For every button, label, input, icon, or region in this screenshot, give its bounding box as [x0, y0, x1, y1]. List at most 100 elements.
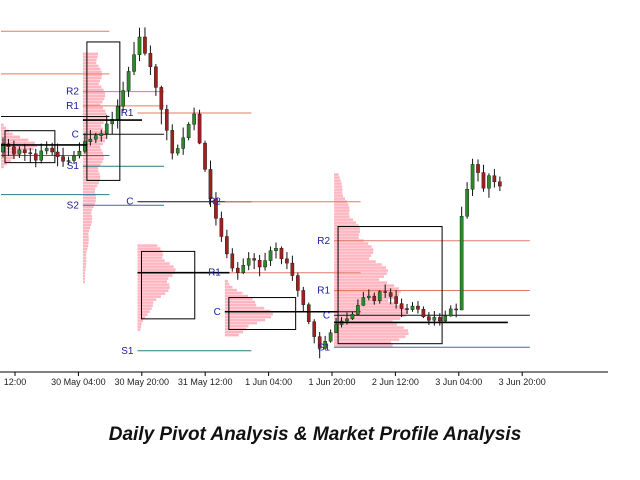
profile-bar: [82, 130, 106, 134]
level-labels-layer: R2R1CS1S2R2R1CS1S2R1CS1R2R1CR2R1CS1: [66, 87, 330, 357]
profile-bar: [82, 55, 98, 59]
profile-bar: [137, 307, 152, 310]
candle-body: [317, 336, 322, 349]
profile-bar: [82, 274, 85, 278]
profile-bar: [137, 298, 157, 301]
candle-body: [328, 332, 333, 342]
profile-bar: [334, 269, 388, 272]
candle-body: [197, 113, 202, 144]
profile-bar: [137, 268, 176, 271]
profile-bar: [137, 244, 158, 247]
candle-body: [432, 317, 437, 321]
profile-bar: [334, 224, 359, 227]
profile-bar: [334, 197, 345, 200]
candle-body: [159, 87, 164, 110]
profile-bar: [137, 322, 142, 325]
candle-body: [350, 314, 355, 320]
candle-body: [399, 303, 404, 309]
profile-bar: [82, 157, 104, 161]
profile-bar: [82, 247, 88, 251]
candle-body: [225, 236, 229, 255]
profile-bar: [82, 268, 86, 272]
pivot-level-label: S1: [121, 346, 134, 357]
pivot-level-label: R1: [208, 268, 221, 279]
candle-body: [448, 308, 453, 317]
profile-bar: [82, 238, 89, 242]
profile-bar: [82, 160, 103, 164]
profile-bar: [82, 85, 102, 89]
profile-bar: [224, 321, 258, 325]
candle-body: [443, 315, 448, 322]
profile-bar: [137, 265, 174, 268]
candle-body: [186, 124, 191, 138]
candle-body: [170, 130, 175, 154]
profile-bar: [137, 310, 150, 313]
profile-bar: [82, 82, 99, 86]
profile-bar: [82, 124, 102, 128]
candle-body: [296, 275, 300, 291]
profile-bar: [82, 214, 92, 218]
profile-bar: [82, 88, 104, 92]
profile-bar: [334, 230, 360, 233]
profile-bar: [82, 106, 104, 110]
candle-body: [394, 296, 398, 304]
profile-bar: [82, 220, 92, 224]
profile-bar: [82, 181, 99, 185]
candle-body: [241, 265, 246, 273]
profile-bar: [224, 294, 248, 298]
profile-bar: [82, 163, 101, 167]
profile-bar: [334, 323, 397, 326]
candle-body: [257, 260, 262, 268]
profile-bar: [334, 194, 343, 197]
profile-bar: [82, 187, 96, 191]
profile-bar: [1, 132, 13, 136]
profile-bar: [82, 127, 104, 131]
candle-body: [498, 181, 502, 187]
profile-bar: [224, 297, 253, 301]
profile-bar: [137, 259, 165, 262]
pivot-level-label: R2: [317, 236, 330, 247]
profile-bar: [334, 275, 384, 278]
profile-bar: [137, 289, 169, 292]
profile-bar: [137, 319, 144, 322]
profile-bar: [1, 135, 21, 139]
profile-bar: [334, 248, 374, 251]
profile-bar: [82, 142, 103, 146]
value-area-box: [4, 130, 56, 164]
profile-bar: [82, 70, 102, 74]
candle-body: [361, 297, 366, 306]
profile-bar: [334, 173, 339, 176]
profile-bar: [334, 284, 395, 287]
x-tick-label: 12:00: [4, 377, 27, 387]
boxes-layer: [1, 41, 508, 345]
candle-body: [154, 66, 158, 88]
profile-bar: [82, 241, 89, 245]
profile-bar: [82, 226, 91, 230]
profile-bar: [334, 179, 341, 182]
profile-bar: [137, 325, 142, 328]
profile-bar: [82, 223, 92, 227]
levels-layer: [1, 30, 530, 352]
profile-bar: [224, 324, 249, 328]
profile-bar: [334, 242, 369, 245]
profile-bar: [224, 330, 243, 334]
candle-body: [367, 295, 371, 298]
profile-bar: [137, 304, 153, 307]
candle-body: [126, 71, 131, 91]
candle-body: [44, 147, 49, 152]
candle-body: [438, 317, 442, 322]
candle-body: [301, 290, 306, 305]
profile-bar: [334, 245, 372, 248]
x-tick-label: 1 Jun 20:00: [308, 377, 355, 387]
profile-bar: [82, 151, 104, 155]
pivot-level-label: S1: [67, 161, 80, 172]
candle-body: [263, 260, 267, 268]
candle-body: [115, 106, 120, 120]
profile-bar: [334, 221, 357, 224]
profile-bar: [224, 315, 272, 319]
candle-body: [312, 321, 317, 337]
profile-bar: [224, 333, 239, 337]
candle-body: [246, 258, 251, 266]
value-area-box: [228, 297, 297, 330]
profile-bar: [82, 205, 94, 209]
